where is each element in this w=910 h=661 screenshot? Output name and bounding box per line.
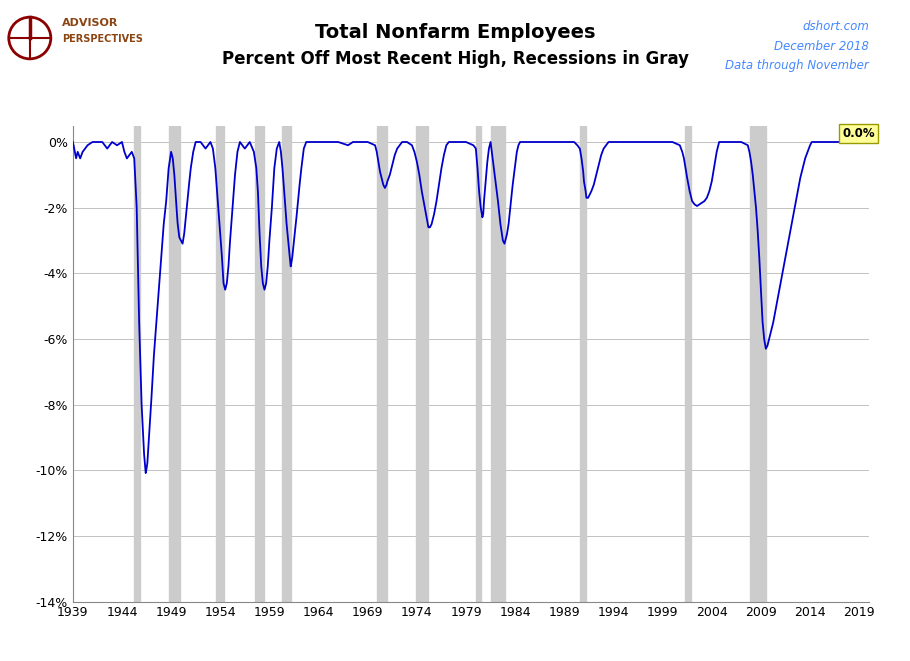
Bar — [217, 126, 225, 602]
Bar — [256, 126, 264, 602]
Bar — [684, 126, 692, 602]
Bar — [490, 126, 504, 602]
Bar — [135, 126, 140, 602]
Text: PERSPECTIVES: PERSPECTIVES — [62, 34, 143, 44]
Bar — [282, 126, 290, 602]
Text: Data through November: Data through November — [725, 59, 869, 73]
Text: 0.0%: 0.0% — [842, 128, 875, 140]
Bar — [580, 126, 586, 602]
Bar — [169, 126, 180, 602]
Text: December 2018: December 2018 — [774, 40, 869, 53]
Text: Total Nonfarm Employees: Total Nonfarm Employees — [315, 23, 595, 42]
Text: dshort.com: dshort.com — [803, 20, 869, 33]
Bar — [476, 126, 480, 602]
Bar — [751, 126, 766, 602]
Bar — [416, 126, 429, 602]
Text: Percent Off Most Recent High, Recessions in Gray: Percent Off Most Recent High, Recessions… — [221, 50, 689, 67]
Bar — [377, 126, 387, 602]
Text: ADVISOR: ADVISOR — [62, 18, 118, 28]
